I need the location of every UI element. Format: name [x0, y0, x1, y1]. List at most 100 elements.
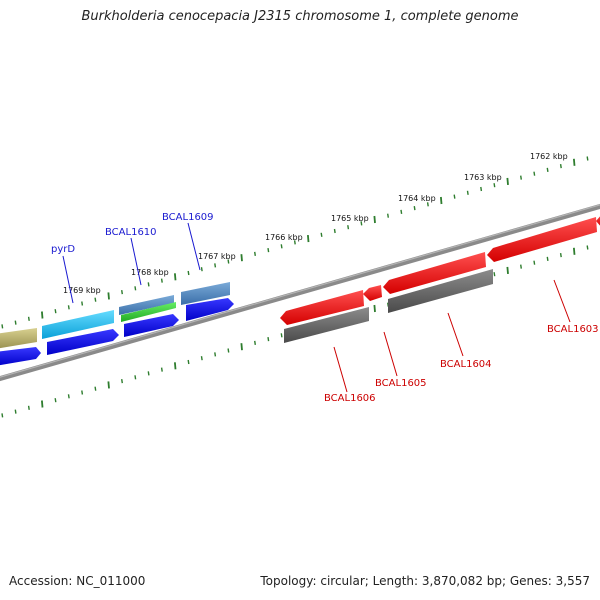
tick-minor — [94, 297, 97, 302]
tick-major — [506, 266, 509, 274]
tick-minor — [546, 167, 549, 173]
gene-label-pyrD[interactable]: pyrD — [51, 244, 75, 255]
tick-major — [573, 247, 576, 255]
forward-cds — [284, 269, 493, 343]
tick-minor — [254, 340, 256, 346]
tick-major — [240, 254, 243, 262]
tick-major — [440, 196, 443, 205]
gene-arrow-reverse[interactable] — [0, 347, 41, 366]
tick-minor — [54, 398, 57, 403]
tick-major — [373, 215, 376, 224]
kbp-markers: 1769 kbp 1768 kbp 1767 kbp 1766 kbp 1765… — [63, 152, 568, 295]
tick-major — [41, 311, 44, 319]
gene-label-BCAL1610[interactable]: BCAL1610 — [105, 227, 157, 238]
tick-minor — [134, 375, 137, 380]
cds-bar-steel[interactable] — [181, 282, 230, 305]
gene-label-BCAL1609[interactable]: BCAL1609 — [162, 212, 214, 223]
tick-minor — [533, 171, 536, 176]
tick-minor — [267, 247, 270, 253]
tick-minor — [160, 278, 163, 283]
tick-major — [307, 235, 310, 243]
tick-minor — [147, 371, 150, 376]
tick-minor — [67, 394, 70, 399]
tick-minor — [493, 272, 496, 277]
tick-major — [373, 304, 376, 313]
tick-minor — [14, 409, 17, 414]
kbp-label-1768: 1768 kbp — [131, 268, 169, 277]
tick-minor — [333, 228, 336, 234]
tick-minor — [493, 183, 496, 188]
cds-bar-steel[interactable] — [119, 295, 174, 315]
gene-labels: pyrD BCAL1610 BCAL1609 BCAL1606 BCAL1605… — [51, 212, 599, 404]
tick-minor — [453, 194, 456, 199]
tick-minor — [559, 163, 562, 169]
tick-major — [506, 177, 509, 185]
tick-major — [107, 381, 110, 389]
tick-major — [41, 400, 44, 408]
cds-bar-cyan[interactable] — [42, 310, 114, 339]
cds-bar-green[interactable] — [121, 302, 176, 322]
tick-minor — [134, 286, 137, 291]
leader-pyrD — [62, 255, 74, 304]
tick-minor — [466, 190, 469, 195]
kbp-label-1765: 1765 kbp — [331, 214, 369, 223]
tick-minor — [520, 264, 522, 269]
tick-minor — [200, 356, 203, 361]
gene-arrow-reverse[interactable] — [124, 314, 179, 337]
leader-BCAL1603 — [553, 279, 571, 323]
tick-minor — [413, 205, 416, 211]
gene-arrow-forward[interactable] — [383, 252, 486, 294]
gene-label-BCAL1603[interactable]: BCAL1603 — [547, 324, 599, 335]
tick-minor — [214, 263, 217, 268]
kbp-label-1763: 1763 kbp — [464, 173, 502, 182]
gene-arrow-reverse[interactable] — [47, 329, 119, 355]
tick-minor — [81, 390, 84, 395]
tick-minor — [586, 156, 589, 161]
tick-ring-outer — [1, 156, 589, 329]
tick-minor — [227, 259, 230, 264]
gene-arrow-forward[interactable] — [363, 285, 382, 301]
tick-major — [107, 292, 110, 300]
gene-label-BCAL1604[interactable]: BCAL1604 — [440, 359, 492, 370]
leader-BCAL1606 — [333, 346, 348, 393]
tick-minor — [227, 348, 230, 353]
accession-text: Accession: NC_011000 — [9, 574, 146, 588]
tick-minor — [546, 256, 549, 262]
gene-arrow-reverse[interactable] — [186, 298, 234, 321]
gene-arrow-forward[interactable] — [596, 212, 600, 228]
tick-major — [573, 158, 576, 166]
tick-minor — [347, 225, 350, 230]
reverse-cds — [0, 282, 230, 349]
leader-BCAL1605 — [383, 331, 398, 377]
tick-minor — [1, 324, 4, 329]
tick-major — [240, 343, 243, 351]
gene-label-BCAL1605[interactable]: BCAL1605 — [375, 378, 427, 389]
tick-minor — [267, 336, 270, 342]
reverse-genes — [0, 298, 234, 366]
cds-bar-gray[interactable] — [388, 269, 493, 313]
tick-minor — [293, 240, 296, 245]
label-leaders — [62, 222, 571, 393]
gene-arrow-forward[interactable] — [280, 290, 364, 325]
leader-BCAL1609 — [187, 222, 201, 271]
kbp-label-1767: 1767 kbp — [198, 252, 236, 261]
tick-minor — [14, 320, 17, 325]
tick-minor — [320, 232, 323, 237]
gene-arrow-forward[interactable] — [487, 217, 597, 262]
kbp-label-1764: 1764 kbp — [398, 194, 436, 203]
tick-minor — [160, 367, 163, 372]
tick-minor — [426, 202, 429, 207]
cds-bar-gray[interactable] — [284, 307, 369, 343]
kbp-label-1762: 1762 kbp — [530, 152, 568, 161]
gene-label-BCAL1606[interactable]: BCAL1606 — [324, 393, 376, 404]
tick-minor — [54, 309, 57, 314]
leader-BCAL1610 — [130, 237, 142, 286]
cds-bar-olive[interactable] — [0, 328, 37, 349]
tick-minor — [121, 289, 123, 295]
tick-minor — [254, 251, 256, 257]
tick-minor — [480, 186, 483, 192]
leader-BCAL1604 — [447, 312, 464, 357]
tick-minor — [81, 301, 84, 306]
tick-minor — [387, 213, 389, 218]
tick-minor — [27, 405, 30, 410]
